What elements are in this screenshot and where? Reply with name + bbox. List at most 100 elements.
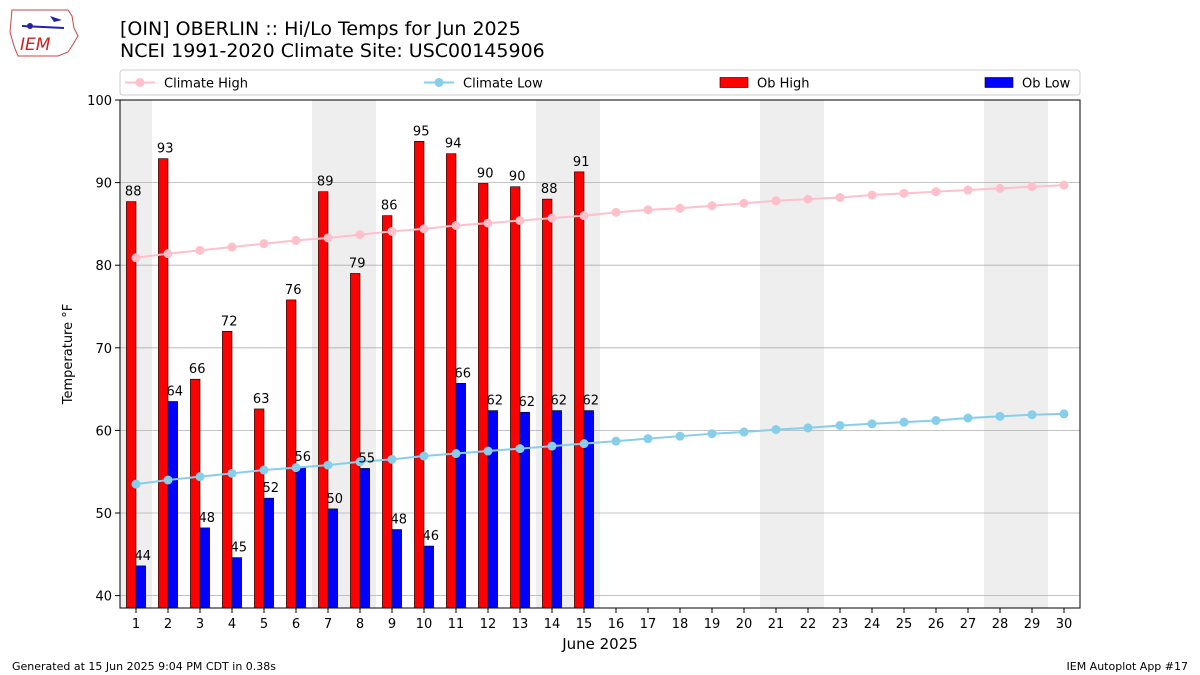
ob-high-bar-7: [318, 191, 329, 609]
ob-low-label-3: 48: [199, 511, 216, 526]
footer-generated: Generated at 15 Jun 2025 9:04 PM CDT in …: [12, 660, 277, 673]
x-tick-label-4: 4: [228, 617, 236, 632]
climate-low-point-19: [707, 429, 717, 439]
ob-low-label-13: 62: [519, 395, 536, 410]
chart-subtitle: NCEI 1991-2020 Climate Site: USC00145906: [120, 40, 545, 62]
ob-high-bar-8: [350, 273, 361, 609]
weekend-band-29: [1016, 100, 1048, 608]
ob-low-label-1: 44: [135, 549, 152, 564]
x-tick-label-24: 24: [864, 617, 881, 632]
climate-high-point-30: [1059, 180, 1069, 190]
x-tick-label-2: 2: [164, 617, 172, 632]
climate-low-point-25: [899, 417, 909, 427]
y-tick-label-50: 50: [95, 507, 112, 522]
ob-low-label-9: 48: [391, 513, 408, 528]
ob-low-label-6: 56: [295, 450, 312, 465]
legend-ob-low-label: Ob Low: [1022, 77, 1071, 92]
ob-low-label-14: 62: [551, 394, 568, 409]
x-tick-label-9: 9: [388, 617, 396, 632]
x-tick-label-29: 29: [1024, 617, 1041, 632]
climate-low-point-24: [867, 419, 877, 429]
x-tick-label-17: 17: [640, 617, 657, 632]
chart-title: [OIN] OBERLIN :: Hi/Lo Temps for Jun 202…: [120, 18, 521, 40]
x-tick-label-18: 18: [672, 617, 689, 632]
svg-text:IEM: IEM: [20, 35, 51, 55]
legend-ob-low-swatch: [984, 77, 1014, 88]
ob-low-label-11: 66: [455, 366, 472, 381]
climate-low-point-29: [1027, 410, 1037, 420]
x-tick-label-7: 7: [324, 617, 332, 632]
ob-low-bar-10: [423, 545, 434, 609]
climate-high-point-24: [867, 190, 877, 200]
climate-low-point-15: [579, 439, 589, 449]
climate-high-point-1: [131, 253, 141, 263]
x-tick-label-20: 20: [736, 617, 753, 632]
climate-high-point-28: [995, 183, 1005, 193]
ob-low-bar-14: [551, 410, 562, 609]
weekend-band-22: [792, 100, 824, 608]
climate-low-point-20: [739, 427, 749, 437]
ob-high-bar-9: [382, 215, 393, 609]
y-tick-label-80: 80: [95, 259, 112, 274]
climate-high-point-6: [291, 235, 301, 245]
ob-low-label-10: 46: [423, 529, 440, 544]
y-tick-label-100: 100: [87, 94, 112, 109]
ob-low-label-15: 62: [583, 394, 600, 409]
ob-high-label-10: 95: [413, 124, 430, 139]
climate-low-point-10: [419, 451, 429, 461]
x-tick-label-30: 30: [1056, 617, 1073, 632]
climate-high-point-19: [707, 201, 717, 211]
climate-high-point-4: [227, 242, 237, 252]
ob-low-bar-3: [199, 527, 210, 609]
ob-low-label-4: 45: [231, 541, 248, 556]
ob-high-label-3: 66: [189, 362, 206, 377]
climate-high-point-22: [803, 194, 813, 204]
legend-climate-high-label: Climate High: [164, 77, 248, 92]
climate-high-point-15: [579, 211, 589, 221]
ob-high-label-15: 91: [573, 155, 590, 170]
ob-high-label-12: 90: [477, 166, 494, 181]
climate-high-point-27: [963, 185, 973, 195]
climate-high-point-25: [899, 188, 909, 198]
ob-low-bar-9: [391, 529, 402, 609]
climate-low-point-7: [323, 460, 333, 470]
ob-high-bar-2: [158, 158, 169, 609]
climate-low-point-23: [835, 420, 845, 430]
ob-high-bar-3: [190, 378, 201, 609]
ob-high-label-2: 93: [157, 142, 174, 157]
ob-high-label-8: 79: [349, 256, 366, 271]
x-tick-label-28: 28: [992, 617, 1009, 632]
climate-low-point-6: [291, 463, 301, 473]
x-tick-label-5: 5: [260, 617, 268, 632]
x-tick-label-21: 21: [768, 617, 785, 632]
climate-low-point-28: [995, 411, 1005, 421]
climate-high-point-2: [163, 249, 173, 259]
x-tick-label-26: 26: [928, 617, 945, 632]
ob-high-label-4: 72: [221, 314, 238, 329]
climate-low-line: [135, 412, 1065, 486]
climate-high-point-11: [451, 221, 461, 231]
climate-low-point-11: [451, 449, 461, 459]
climate-low-point-16: [611, 436, 621, 446]
iem-logo: IEM: [9, 9, 79, 57]
climate-high-point-9: [387, 226, 397, 236]
footer-app: IEM Autoplot App #17: [1066, 660, 1189, 673]
climate-high-point-16: [611, 207, 621, 217]
climate-low-point-12: [483, 446, 493, 456]
x-tick-label-8: 8: [356, 617, 364, 632]
climate-low-point-8: [355, 457, 365, 467]
climate-high-point-18: [675, 203, 685, 213]
ob-low-bar-11: [455, 383, 466, 609]
legend-ob-high-label: Ob High: [757, 77, 810, 92]
x-tick-label-15: 15: [576, 617, 593, 632]
ob-low-bar-4: [231, 557, 242, 609]
weekend-band-21: [760, 100, 792, 608]
climate-high-point-21: [771, 196, 781, 206]
ob-low-label-7: 50: [327, 492, 344, 507]
climate-low-point-26: [931, 415, 941, 425]
ob-high-label-7: 89: [317, 175, 334, 190]
climate-low-point-2: [163, 475, 173, 485]
x-tick-label-23: 23: [832, 617, 849, 632]
y-tick-label-70: 70: [95, 342, 112, 357]
